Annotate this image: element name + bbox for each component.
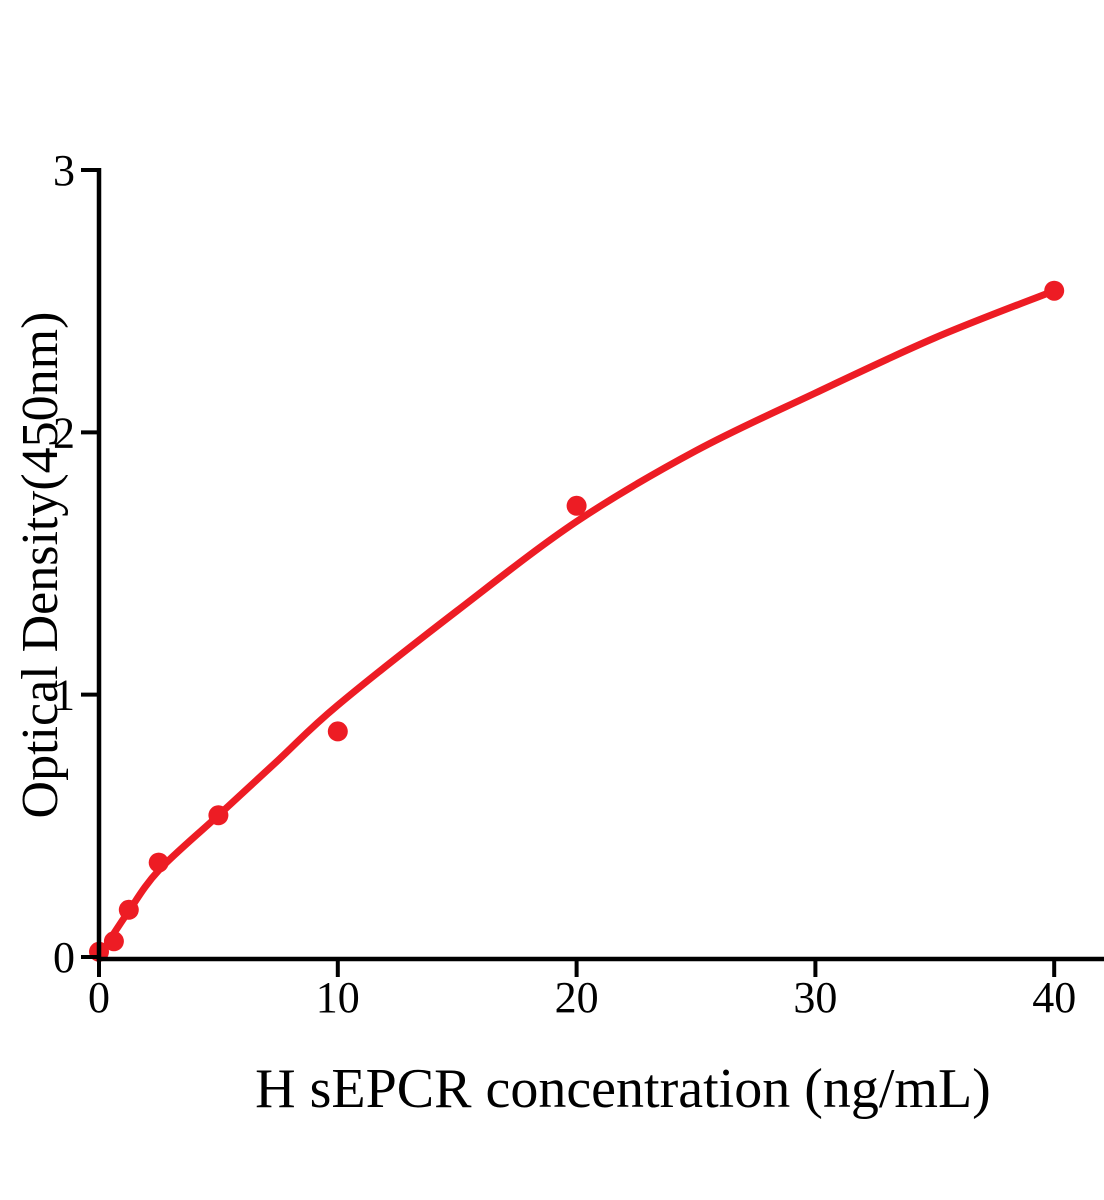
data-point <box>327 721 348 742</box>
data-point <box>118 899 139 920</box>
fitted-curve <box>95 287 1058 961</box>
x-tick-label: 30 <box>793 973 837 1022</box>
x-tick-label: 40 <box>1032 973 1076 1022</box>
x-tick-label: 20 <box>555 973 599 1022</box>
data-point <box>566 495 587 516</box>
data-point <box>208 805 229 826</box>
x-axis-title: H sEPCR concentration (ng/mL) <box>255 1058 991 1120</box>
plot-area: 0 10 20 30 40 0 1 2 3 <box>53 146 1104 1022</box>
data-point <box>103 931 124 952</box>
x-tick-label: 0 <box>88 973 110 1022</box>
y-tick-label: 1 <box>53 671 75 720</box>
data-point <box>148 852 169 873</box>
y-tick-label: 2 <box>53 408 75 457</box>
x-tick-label: 10 <box>316 973 360 1022</box>
y-tick-label: 0 <box>53 933 75 982</box>
y-axis-title: Optical Density(450nm) <box>12 312 69 819</box>
y-tick-label: 3 <box>53 146 75 195</box>
data-point <box>1044 280 1065 301</box>
